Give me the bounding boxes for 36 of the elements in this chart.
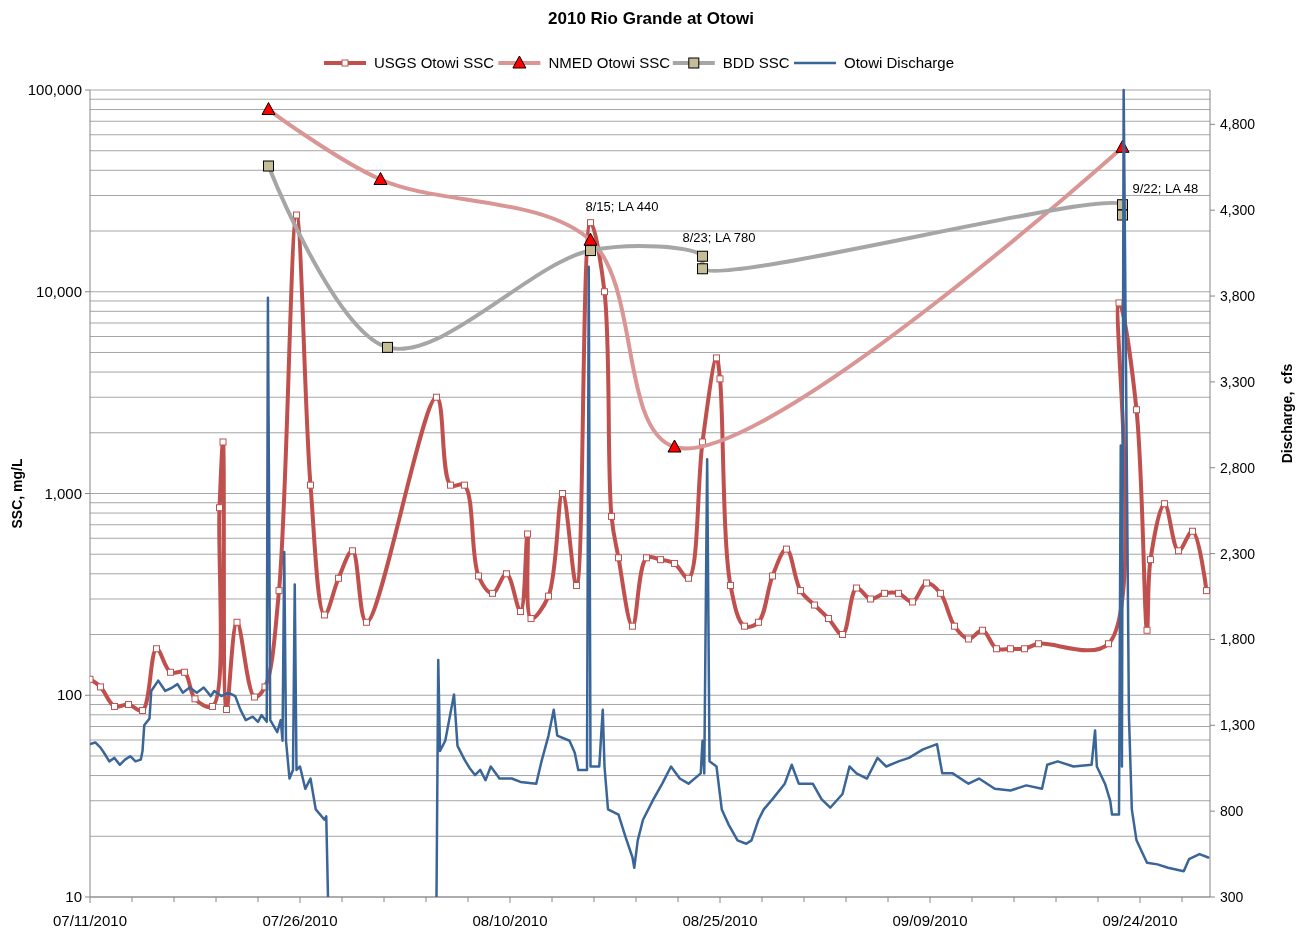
x-tick-label: 07/26/2010 (262, 912, 338, 929)
y-tick-label: 1,000 (44, 484, 82, 502)
y2-tick-label: 300 (1220, 889, 1244, 905)
legend-label: NMED Otowi SSC (548, 54, 671, 71)
y-tick-label: 100 (56, 686, 82, 704)
y2-axis-title: Discharge, cfs (1279, 363, 1295, 464)
annotation: 8/15; LA 440 (585, 198, 659, 214)
legend-label: USGS Otowi SSC (374, 54, 495, 71)
y2-tick-label: 3,800 (1220, 288, 1256, 305)
annotation: 9/22; LA 48 (1132, 180, 1199, 196)
y-tick-label: 10 (65, 888, 82, 905)
point (382, 341, 393, 353)
point (263, 160, 274, 172)
x-tick-label: 08/10/2010 (472, 912, 548, 929)
y2-tick-label: 3,300 (1220, 373, 1256, 390)
chart-title: 2010 Rio Grande at Otowi (548, 9, 754, 28)
y2-tick-label: 4,800 (1220, 116, 1256, 133)
legend-label: BDD SSC (722, 54, 790, 71)
y-tick-label: 100,000 (27, 81, 82, 98)
point (697, 263, 708, 275)
y2-tick-label: 2,800 (1220, 459, 1256, 476)
x-tick-label: 09/09/2010 (892, 912, 968, 929)
y2-tick-label: 2,300 (1220, 545, 1256, 562)
point (585, 245, 596, 257)
y2-tick-label: 1,800 (1220, 631, 1256, 648)
x-tick-label: 07/11/2010 (53, 912, 127, 929)
y-tick-label: 10,000 (36, 282, 82, 300)
x-tick-label: 08/25/2010 (682, 912, 758, 929)
y2-tick-label: 4,300 (1220, 202, 1256, 219)
y2-tick-label: 1,300 (1220, 717, 1256, 734)
x-tick-label: 09/24/2010 (1102, 912, 1178, 929)
y2-tick-label: 800 (1220, 803, 1244, 820)
legend-label: Otowi Discharge (844, 54, 955, 71)
annotation: 8/23; LA 780 (682, 230, 756, 246)
point (697, 250, 708, 262)
y-axis-title: SSC, mg/L (9, 458, 25, 529)
